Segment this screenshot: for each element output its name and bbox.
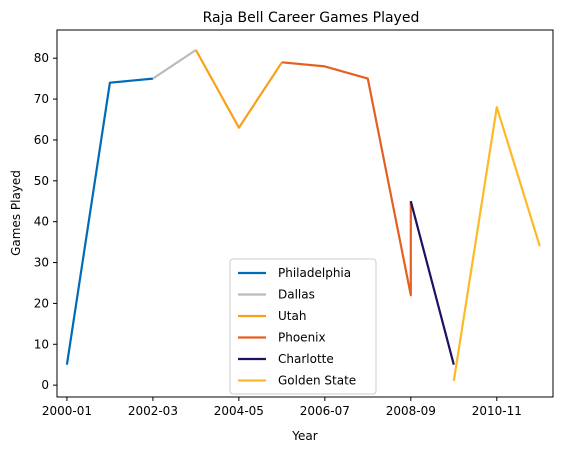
legend-label-charlotte: Charlotte: [278, 352, 334, 366]
y-tick-label: 70: [34, 92, 49, 106]
x-axis: 2000-01 2002-03 2004-05 2006-07 2008-09 2010-…: [42, 397, 522, 418]
x-tick-label: 2010-11: [472, 404, 522, 418]
x-tick-label: 2002-03: [128, 404, 178, 418]
x-tick-label: 2008-09: [386, 404, 436, 418]
series-line-philadelphia: [65, 77, 154, 365]
legend-label-golden-state: Golden State: [278, 374, 356, 388]
y-axis: 0 10 20 30 40 50 60 70 80: [34, 51, 57, 392]
y-tick-label: 30: [34, 256, 49, 270]
y-tick-label: 50: [34, 174, 49, 188]
y-axis-label: Games Played: [9, 170, 23, 256]
y-tick-label: 40: [34, 215, 49, 229]
legend-box: [229, 258, 377, 395]
y-tick-label: 20: [34, 296, 49, 310]
series-line-phoenix: [281, 61, 412, 297]
x-axis-label: Year: [291, 429, 317, 443]
x-tick-label: 2004-05: [214, 404, 264, 418]
legend-label-philadelphia: Philadelphia: [278, 266, 351, 280]
plot-frame: [56, 29, 554, 398]
y-tick-label: 60: [34, 133, 49, 147]
series-line-charlotte: [409, 200, 455, 365]
y-tick-label: 10: [34, 337, 49, 351]
series-line-golden-state: [452, 106, 541, 382]
plot-lines: [65, 49, 541, 382]
x-tick-label: 2006-07: [300, 404, 350, 418]
chart-title: Raja Bell Career Games Played: [203, 10, 420, 26]
legend-label-dallas: Dallas: [278, 288, 315, 302]
series-line-dallas: [152, 49, 197, 80]
y-tick-label: 0: [41, 378, 49, 392]
legend-label-phoenix: Phoenix: [278, 331, 326, 345]
legend: Philadelphia Dallas Utah Phoenix Charlotte Go…: [229, 258, 377, 395]
y-tick-label: 80: [34, 51, 49, 65]
x-tick-label: 2000-01: [42, 404, 92, 418]
legend-label-utah: Utah: [278, 309, 306, 323]
series-line-utah: [194, 49, 283, 129]
